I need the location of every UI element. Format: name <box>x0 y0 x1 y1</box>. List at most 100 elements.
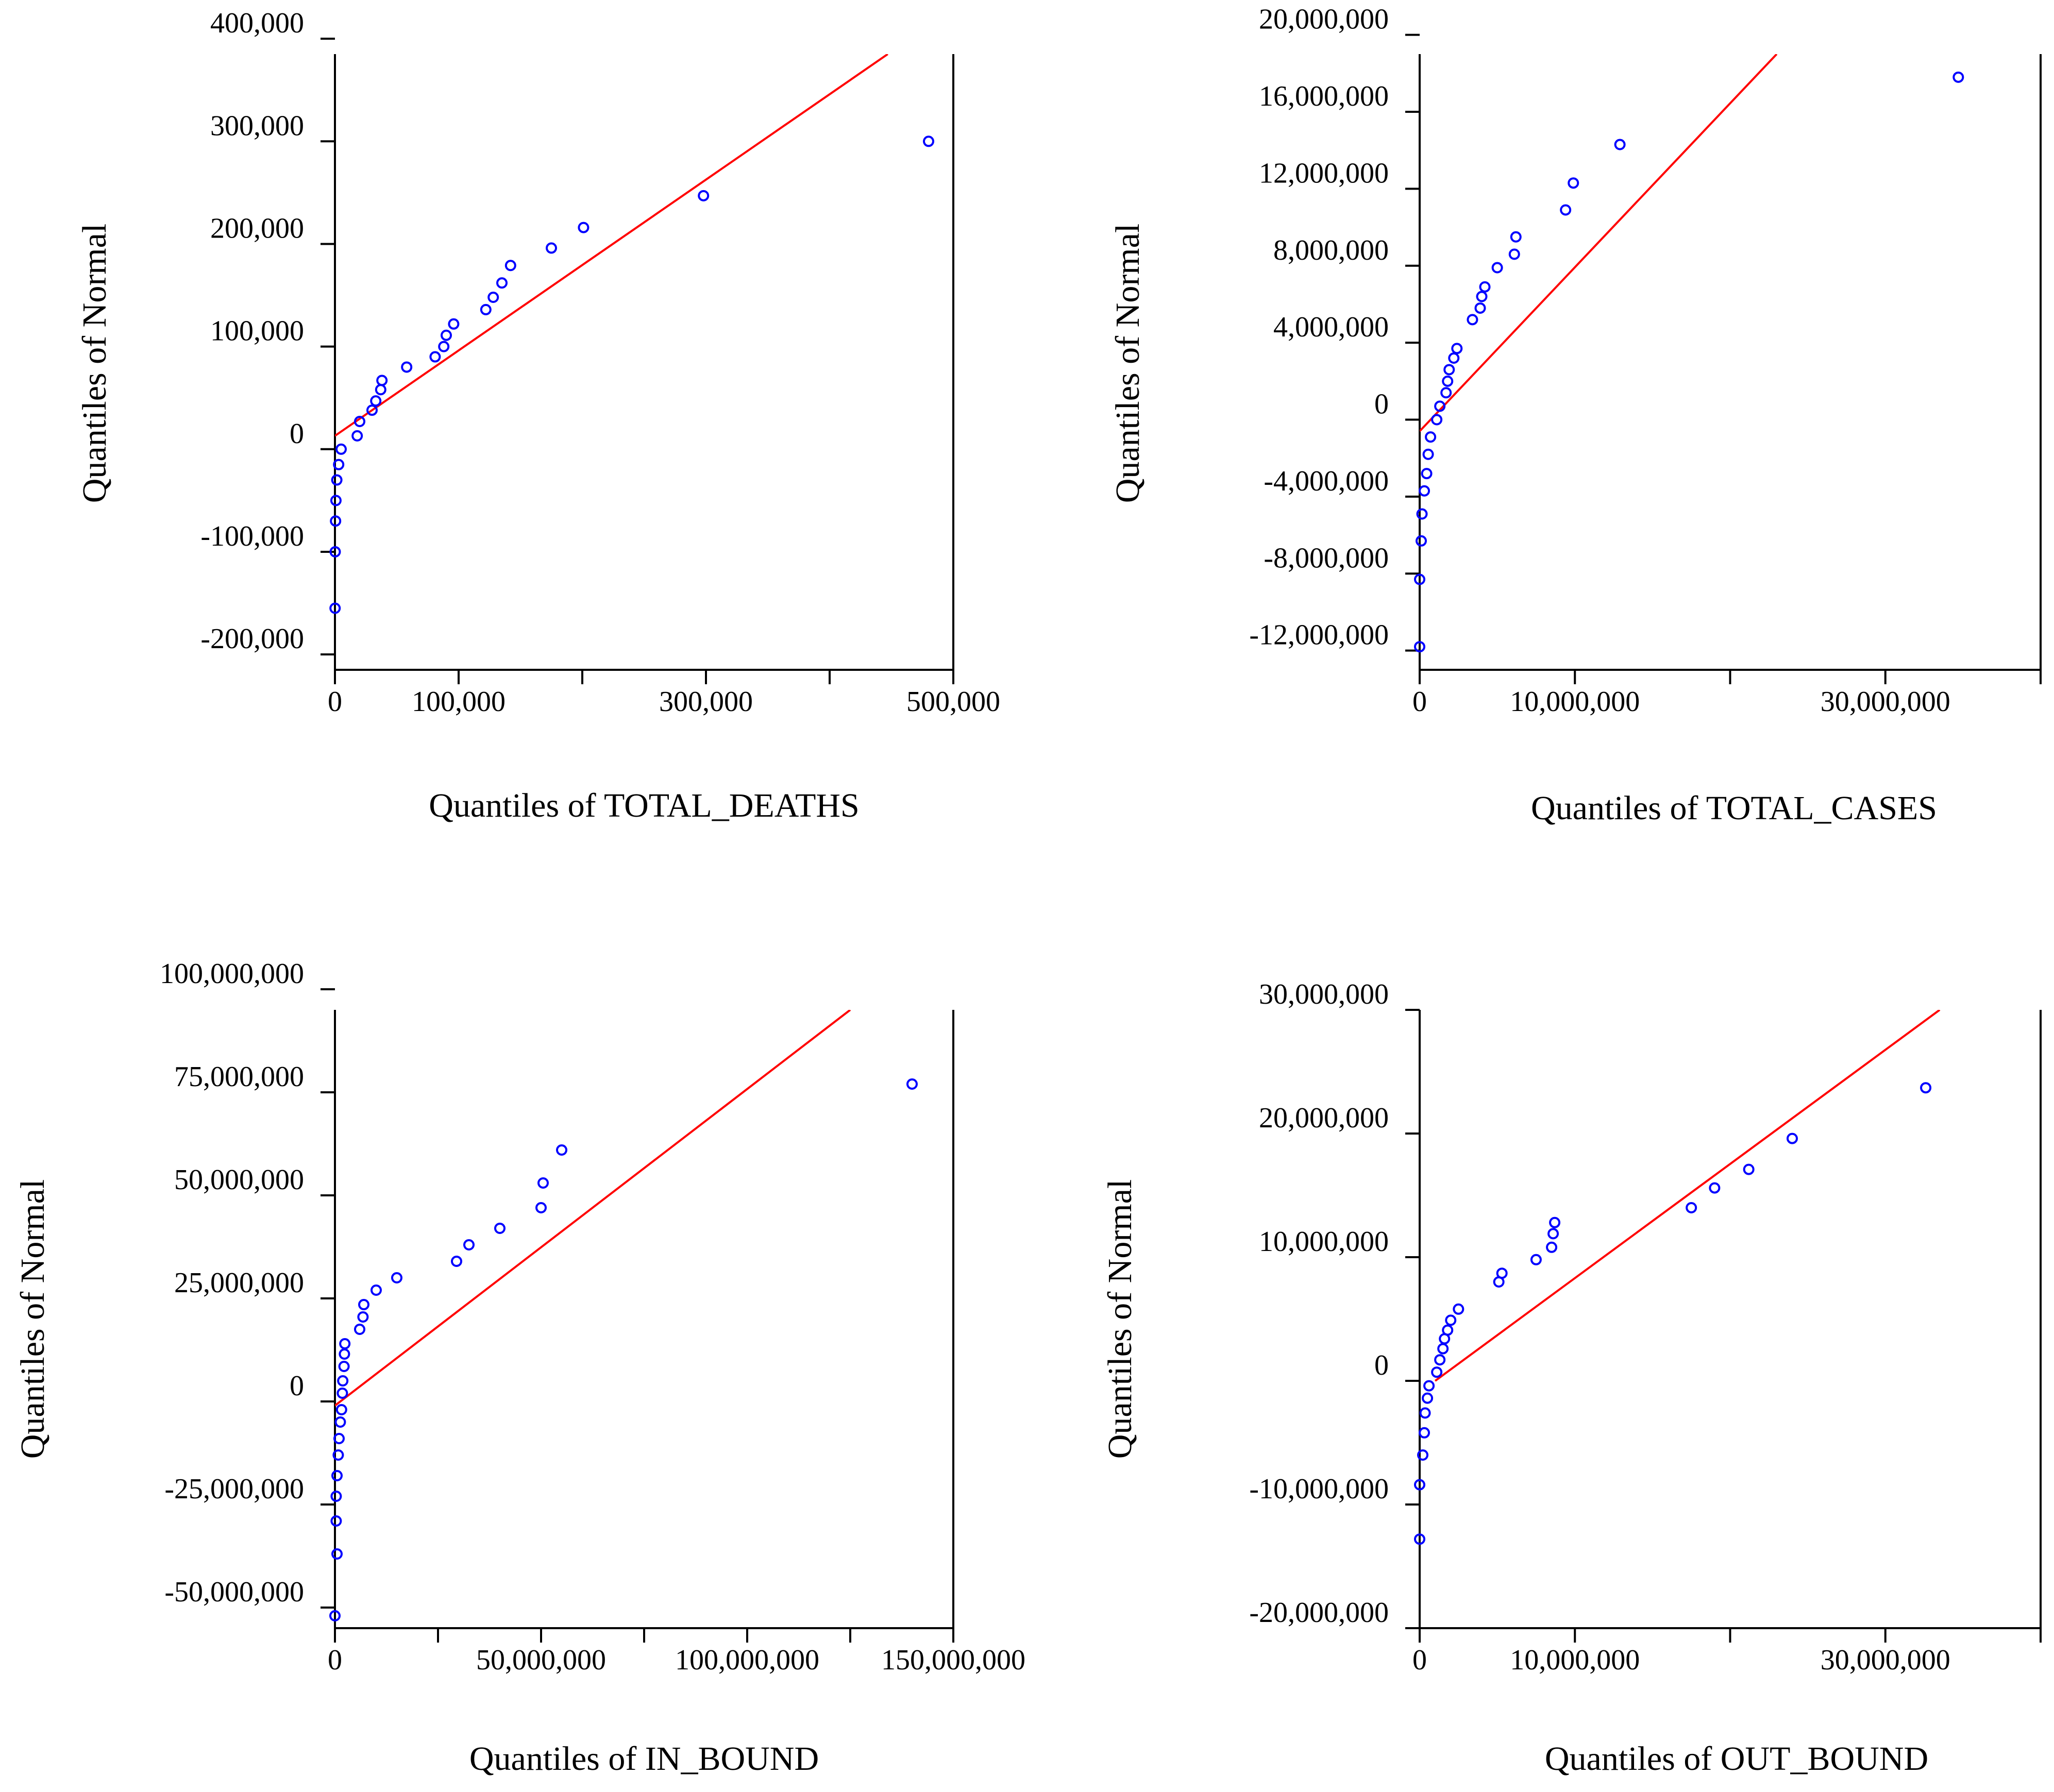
data-point <box>578 222 590 233</box>
data-point <box>1414 573 1425 585</box>
x-tick-label: 30,000,000 <box>1821 1644 1950 1676</box>
data-point <box>1686 1202 1697 1213</box>
x-axis-title: Quantiles of IN_BOUND <box>469 1740 819 1778</box>
data-point <box>1440 387 1452 399</box>
data-point <box>351 430 363 442</box>
data-point <box>1417 1449 1429 1461</box>
y-tick-label: 100,000 <box>210 315 304 347</box>
data-point <box>357 1311 369 1323</box>
x-tick-label: 500,000 <box>906 686 1000 718</box>
data-point <box>333 1433 345 1444</box>
data-point <box>335 1404 347 1415</box>
x-tick-label: 10,000,000 <box>1510 686 1640 718</box>
data-point <box>1448 352 1460 364</box>
qq-plot-total-cases: Quantiles of TOTAL_CASES Quantiles of No… <box>1109 4 2042 827</box>
data-point <box>698 190 710 201</box>
data-point <box>336 1388 348 1399</box>
data-point <box>332 1449 344 1461</box>
data-point <box>1414 641 1425 653</box>
data-point <box>1431 414 1443 426</box>
data-point <box>1422 448 1434 460</box>
y-tick-label: 400,000 <box>210 7 304 39</box>
data-point <box>1437 1343 1449 1355</box>
y-tick-label: -200,000 <box>200 623 304 655</box>
data-point <box>1431 1366 1443 1378</box>
data-point <box>329 546 341 557</box>
data-point <box>451 1256 462 1267</box>
data-point <box>339 1338 351 1349</box>
data-point <box>1421 468 1433 480</box>
y-tick-label: 4,000,000 <box>1273 311 1389 343</box>
x-tick-label: 100,000 <box>412 686 506 718</box>
y-axis-title: Quantiles of Normal <box>76 224 113 503</box>
data-point <box>1434 400 1446 412</box>
data-point <box>1474 302 1486 314</box>
y-tick-label: 0 <box>290 1370 304 1402</box>
data-point <box>1614 139 1626 150</box>
data-point <box>330 1515 342 1527</box>
data-point <box>339 1348 350 1360</box>
data-point <box>1443 364 1455 376</box>
data-point <box>504 260 516 272</box>
data-point <box>441 329 452 341</box>
data-point <box>330 515 342 527</box>
data-point <box>334 1416 346 1428</box>
data-point <box>494 1223 506 1234</box>
data-point <box>1425 431 1437 443</box>
data-point <box>1445 1314 1457 1326</box>
data-point <box>537 1177 549 1189</box>
axis-frame <box>334 54 954 671</box>
data-point <box>1453 1303 1464 1315</box>
data-point <box>354 416 365 428</box>
reference-line <box>335 1010 851 1407</box>
x-tick-label: 100,000,000 <box>675 1644 819 1676</box>
y-tick-label: -12,000,000 <box>1249 619 1389 651</box>
y-tick-label: 0 <box>1374 388 1389 420</box>
data-point <box>366 404 378 416</box>
y-tick-label: -50,000,000 <box>164 1576 304 1608</box>
y-axis-title: Quantiles of Normal <box>14 1179 52 1459</box>
data-point <box>1952 71 1964 83</box>
x-tick-label: 0 <box>1412 1644 1427 1676</box>
x-axis-title: Quantiles of TOTAL_DEATHS <box>429 787 860 824</box>
reference-line <box>335 54 888 437</box>
data-point <box>1476 291 1488 302</box>
data-point <box>448 318 460 330</box>
data-point <box>1467 314 1478 326</box>
y-tick-label: 20,000,000 <box>1259 4 1389 36</box>
data-point <box>438 341 450 352</box>
y-tick-label: 75,000,000 <box>174 1061 304 1093</box>
x-tick-label: 0 <box>328 1644 342 1676</box>
data-point <box>1547 1228 1559 1240</box>
axis-frame <box>1419 1010 2042 1629</box>
y-tick-label: -8,000,000 <box>1264 542 1389 574</box>
data-point <box>1419 1407 1431 1419</box>
data-point <box>906 1078 918 1090</box>
data-point <box>391 1272 402 1283</box>
data-point <box>370 395 382 407</box>
x-axis-title: Quantiles of TOTAL_CASES <box>1531 789 1937 827</box>
y-axis-title: Quantiles of Normal <box>1101 1179 1139 1459</box>
axis-frame <box>1419 54 2042 671</box>
data-point <box>337 1375 349 1387</box>
data-point <box>331 474 343 486</box>
x-tick-label: 0 <box>1412 686 1427 718</box>
y-axis-title: Quantiles of Normal <box>1109 224 1147 503</box>
y-tick-label: 25,000,000 <box>174 1267 304 1299</box>
data-point <box>329 1610 341 1621</box>
data-point <box>331 1548 343 1560</box>
y-tick-label: 10,000,000 <box>1259 1226 1389 1258</box>
y-tick-label: 8,000,000 <box>1273 234 1389 266</box>
data-point <box>556 1144 567 1156</box>
x-tick-label: 30,000,000 <box>1821 686 1950 718</box>
data-point <box>496 277 508 289</box>
axis-frame <box>334 1010 954 1629</box>
y-tick-label: -100,000 <box>200 520 304 552</box>
y-tick-label: 50,000,000 <box>174 1164 304 1196</box>
y-tick-label: -25,000,000 <box>164 1473 304 1505</box>
data-point <box>1560 204 1572 216</box>
data-point <box>1419 485 1430 497</box>
x-tick-label: 300,000 <box>659 686 753 718</box>
data-point <box>1451 343 1463 354</box>
